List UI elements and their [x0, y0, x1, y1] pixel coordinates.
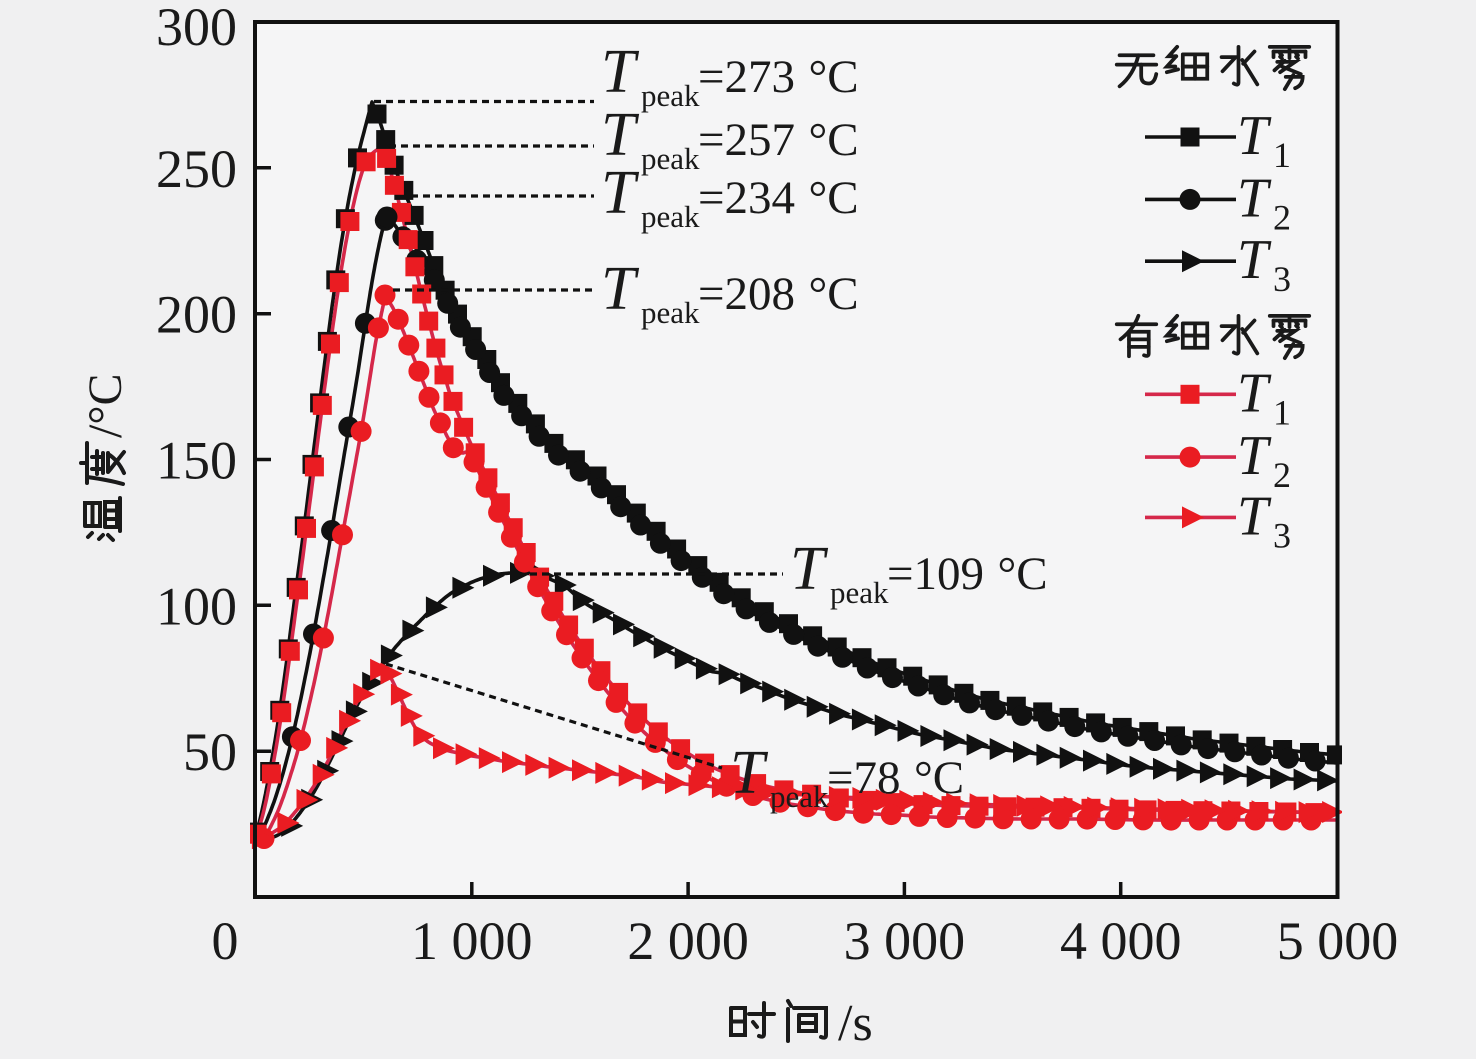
svg-text:T: T	[1237, 425, 1272, 487]
svg-text:3: 3	[1273, 515, 1291, 555]
svg-text:°C: °C	[809, 268, 859, 320]
svg-text:3: 3	[1273, 259, 1291, 299]
svg-text:°C: °C	[998, 548, 1048, 600]
svg-text:1: 1	[1273, 135, 1291, 175]
svg-text:=234: =234	[698, 172, 795, 224]
svg-text:0: 0	[212, 911, 239, 971]
svg-text:peak: peak	[641, 141, 700, 176]
svg-text:peak: peak	[641, 78, 700, 113]
svg-text:peak: peak	[641, 199, 700, 234]
svg-text:4 000: 4 000	[1060, 911, 1182, 971]
svg-text:=273: =273	[698, 51, 795, 103]
svg-text:T: T	[601, 101, 640, 169]
svg-text:T: T	[1237, 167, 1272, 229]
svg-text:100: 100	[156, 576, 237, 636]
svg-text:peak: peak	[830, 575, 889, 610]
svg-text:T: T	[790, 535, 829, 603]
svg-text:1: 1	[1273, 392, 1291, 432]
svg-text:T: T	[601, 159, 640, 227]
svg-text:=257: =257	[698, 114, 795, 166]
svg-text:T: T	[1237, 229, 1272, 291]
svg-text:1 000: 1 000	[411, 911, 533, 971]
svg-text:T: T	[601, 38, 640, 106]
svg-text:=208: =208	[698, 268, 795, 320]
svg-text:150: 150	[156, 431, 237, 491]
svg-text:50: 50	[183, 722, 237, 782]
svg-text:T: T	[730, 739, 769, 807]
svg-text:peak: peak	[641, 295, 700, 330]
svg-text:/°C: /°C	[79, 373, 132, 438]
svg-text:300: 300	[156, 0, 237, 57]
svg-text:5 000: 5 000	[1277, 911, 1399, 971]
svg-text:peak: peak	[770, 779, 829, 814]
svg-text:2: 2	[1273, 197, 1291, 237]
svg-text:T: T	[1237, 485, 1272, 547]
svg-text:2 000: 2 000	[627, 911, 749, 971]
svg-text:°C: °C	[809, 51, 859, 103]
svg-text:°C: °C	[914, 752, 964, 804]
svg-text:T: T	[1237, 105, 1272, 167]
svg-text:3 000: 3 000	[844, 911, 966, 971]
svg-text:=109: =109	[887, 548, 984, 600]
svg-text:°C: °C	[809, 172, 859, 224]
svg-text:T: T	[601, 255, 640, 323]
svg-text:200: 200	[156, 285, 237, 345]
svg-text:250: 250	[156, 139, 237, 199]
svg-text:2: 2	[1273, 455, 1291, 495]
svg-text:=78: =78	[827, 752, 901, 804]
svg-text:/s: /s	[838, 995, 873, 1052]
svg-text:T: T	[1237, 362, 1272, 424]
svg-text:°C: °C	[809, 114, 859, 166]
